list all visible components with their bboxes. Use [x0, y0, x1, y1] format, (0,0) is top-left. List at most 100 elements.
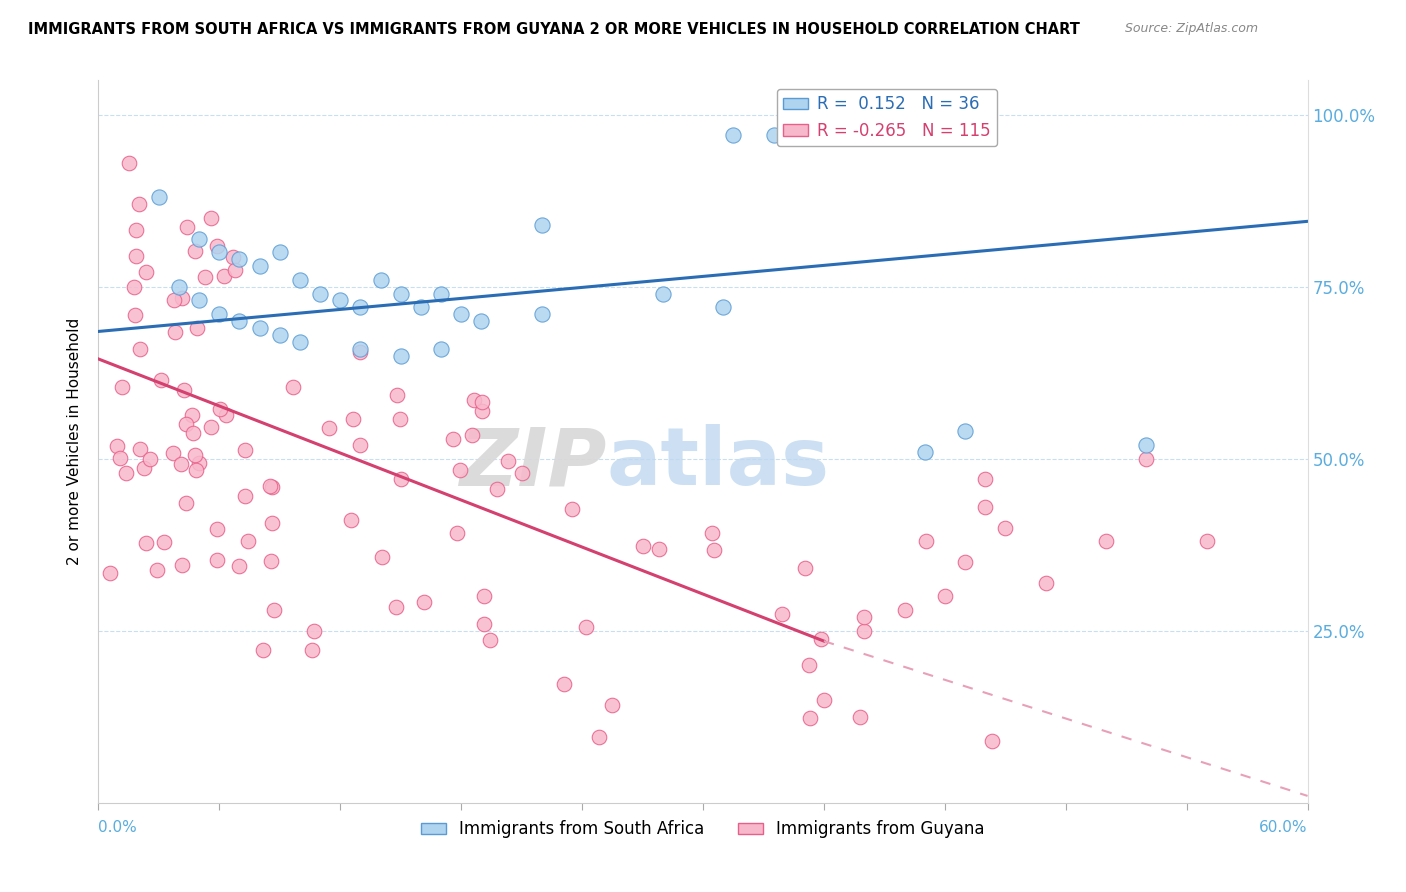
Point: [233, 489, 256, 503]
Point: [281, 380, 304, 394]
Point: [981, 734, 1004, 748]
Point: [118, 156, 141, 170]
Point: [797, 657, 820, 672]
Point: [711, 301, 734, 315]
Point: [129, 342, 152, 356]
Point: [100, 566, 122, 580]
Point: [799, 711, 821, 725]
Point: [259, 479, 281, 493]
Point: [228, 252, 250, 267]
Point: [703, 543, 725, 558]
Point: [409, 301, 432, 315]
Point: [124, 309, 146, 323]
Point: [723, 128, 745, 143]
Point: [173, 384, 195, 398]
Point: [135, 265, 157, 279]
Point: [1135, 451, 1157, 466]
Text: Source: ZipAtlas.com: Source: ZipAtlas.com: [1125, 22, 1258, 36]
Point: [934, 590, 956, 604]
Point: [994, 520, 1017, 534]
Point: [471, 404, 494, 418]
Point: [1135, 438, 1157, 452]
Point: [530, 307, 553, 321]
Point: [288, 334, 311, 349]
Point: [139, 451, 162, 466]
Point: [914, 534, 936, 549]
Point: [349, 301, 371, 315]
Point: [228, 314, 250, 328]
Point: [953, 424, 976, 438]
Point: [974, 500, 997, 514]
Point: [430, 342, 453, 356]
Point: [479, 633, 502, 648]
Point: [349, 438, 371, 452]
Point: [180, 408, 202, 422]
Point: [134, 460, 156, 475]
Point: [974, 472, 997, 486]
Point: [114, 466, 136, 480]
Point: [249, 259, 271, 273]
Point: [413, 594, 436, 608]
Point: [389, 412, 412, 426]
Point: [441, 432, 464, 446]
Point: [236, 534, 259, 549]
Point: [208, 245, 231, 260]
Point: [186, 321, 208, 335]
Point: [702, 525, 724, 540]
Point: [349, 345, 371, 359]
Point: [176, 417, 198, 431]
Point: [208, 307, 231, 321]
Point: [167, 279, 190, 293]
Point: [430, 286, 453, 301]
Point: [329, 293, 352, 308]
Point: [150, 373, 173, 387]
Point: [269, 245, 291, 260]
Point: [152, 535, 174, 549]
Point: [510, 466, 533, 480]
Point: [914, 445, 936, 459]
Point: [163, 293, 186, 307]
Point: [600, 698, 623, 713]
Point: [181, 425, 204, 440]
Point: [176, 219, 198, 234]
Point: [288, 273, 311, 287]
Point: [631, 539, 654, 553]
Point: [371, 549, 394, 564]
Point: [472, 616, 495, 631]
Point: [260, 554, 283, 568]
Point: [184, 244, 207, 259]
Text: 60.0%: 60.0%: [1260, 820, 1308, 835]
Point: [530, 218, 553, 232]
Point: [349, 342, 371, 356]
Point: [561, 502, 583, 516]
Point: [224, 263, 246, 277]
Point: [111, 380, 134, 394]
Point: [496, 454, 519, 468]
Point: [128, 197, 150, 211]
Point: [486, 482, 509, 496]
Point: [105, 439, 128, 453]
Point: [222, 250, 245, 264]
Point: [205, 553, 228, 567]
Point: [463, 392, 485, 407]
Point: [205, 238, 228, 252]
Point: [370, 273, 392, 287]
Point: [188, 231, 211, 245]
Point: [269, 327, 291, 342]
Point: [853, 128, 876, 143]
Point: [461, 428, 484, 442]
Point: [122, 280, 145, 294]
Point: [318, 421, 340, 435]
Point: [389, 349, 412, 363]
Point: [1195, 534, 1218, 549]
Point: [853, 610, 876, 624]
Point: [553, 677, 575, 691]
Point: [263, 602, 285, 616]
Point: [794, 560, 817, 574]
Point: [1095, 534, 1118, 549]
Point: [212, 268, 235, 283]
Point: [146, 563, 169, 577]
Point: [810, 632, 832, 646]
Legend: Immigrants from South Africa, Immigrants from Guyana: Immigrants from South Africa, Immigrants…: [415, 814, 991, 845]
Point: [188, 456, 211, 470]
